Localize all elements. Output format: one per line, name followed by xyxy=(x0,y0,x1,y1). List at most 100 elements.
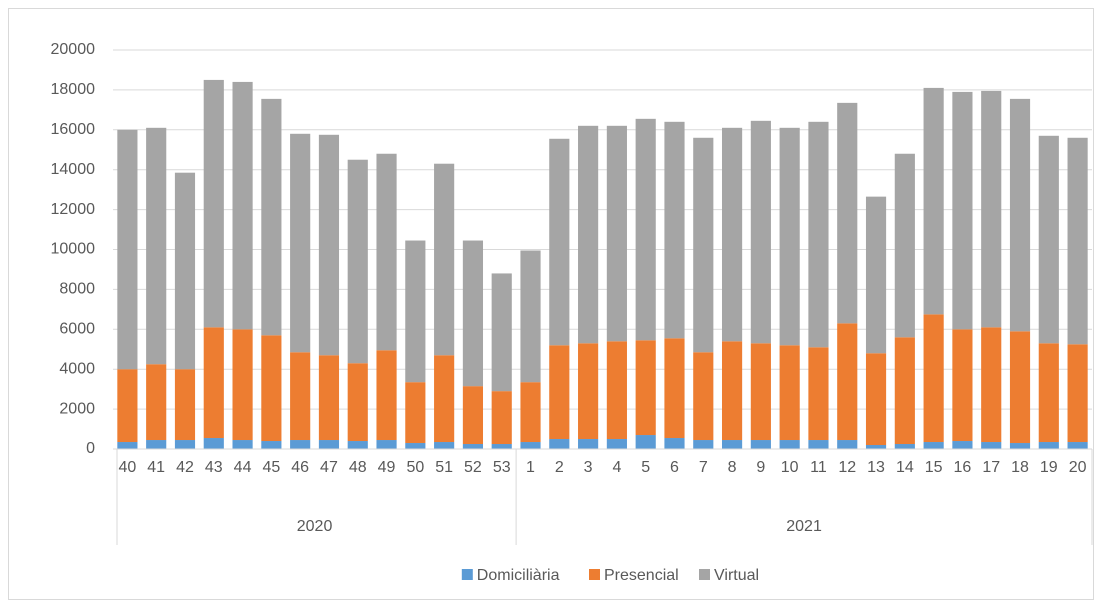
x-tick-label: 17 xyxy=(982,459,1000,476)
legend-label: Virtual xyxy=(714,567,759,584)
x-tick-label: 40 xyxy=(118,459,136,476)
bar-segment xyxy=(721,341,743,441)
bar-segment xyxy=(578,439,599,449)
bar-segment xyxy=(232,329,253,441)
bar-segment xyxy=(952,441,973,449)
x-tick-label: 8 xyxy=(728,459,737,476)
bar-segment xyxy=(952,91,973,330)
x-tick-label: 13 xyxy=(867,459,885,476)
bar-segment xyxy=(549,345,570,440)
bar-segment xyxy=(779,440,800,449)
bar-segment xyxy=(865,353,887,446)
bar-segment xyxy=(405,240,426,383)
bar-segment xyxy=(174,172,196,370)
legend-label: Domiciliària xyxy=(477,567,560,584)
x-tick-label: 44 xyxy=(234,459,252,476)
bar-segment xyxy=(894,337,915,445)
bar-segment xyxy=(232,81,253,330)
x-tick-label: 9 xyxy=(756,459,765,476)
group-label: 2021 xyxy=(786,518,822,535)
bar-segment xyxy=(664,338,685,439)
bar-segment xyxy=(462,386,484,445)
bar-segment xyxy=(1009,98,1031,332)
bar-segment xyxy=(923,442,944,449)
x-tick-label: 4 xyxy=(612,459,621,476)
x-tick-label: 15 xyxy=(925,459,943,476)
bar-segment xyxy=(578,125,599,344)
x-tick-label: 45 xyxy=(262,459,280,476)
bar-segment xyxy=(606,341,627,440)
x-tick-label: 16 xyxy=(954,459,972,476)
bar-segment xyxy=(174,440,196,449)
y-tick-label: 20000 xyxy=(51,41,96,58)
bar-segment xyxy=(491,391,512,445)
bar-segment xyxy=(1067,442,1088,449)
y-tick-label: 6000 xyxy=(59,321,95,338)
bar-segment xyxy=(1009,443,1031,449)
x-tick-label: 51 xyxy=(435,459,453,476)
bar-segment xyxy=(808,440,829,449)
x-tick-label: 3 xyxy=(584,459,593,476)
bar-segment xyxy=(520,442,541,449)
bar-segment xyxy=(347,441,368,449)
x-tick-label: 42 xyxy=(176,459,194,476)
bar-segment xyxy=(232,440,253,449)
bar-segment xyxy=(1067,344,1088,443)
x-tick-label: 11 xyxy=(810,459,827,476)
bar-segment xyxy=(1009,331,1031,444)
bar-segment xyxy=(520,382,541,443)
bar-segment xyxy=(952,329,973,442)
bar-segment xyxy=(750,343,771,441)
x-tick-label: 7 xyxy=(699,459,708,476)
bar-segment xyxy=(779,345,800,441)
bar-segment xyxy=(290,440,311,449)
x-tick-label: 19 xyxy=(1040,459,1058,476)
y-tick-label: 12000 xyxy=(51,201,96,218)
x-tick-label: 20 xyxy=(1069,459,1087,476)
bar-segment xyxy=(117,442,138,449)
x-tick-label: 14 xyxy=(896,459,914,476)
x-tick-label: 41 xyxy=(147,459,165,476)
bar-segment xyxy=(405,443,426,449)
y-tick-label: 4000 xyxy=(59,360,95,377)
bar-segment xyxy=(318,355,340,441)
y-tick-label: 2000 xyxy=(59,400,95,417)
bar-segment xyxy=(923,87,944,315)
bar-segment xyxy=(721,440,743,449)
bar-segment xyxy=(376,440,397,449)
bar-segment xyxy=(981,442,1002,449)
bar-segment xyxy=(174,369,196,441)
bar-segment xyxy=(203,79,224,328)
bar-segment xyxy=(923,314,944,443)
bar-segment xyxy=(434,163,455,356)
bar-segment xyxy=(261,441,282,449)
bar-segment xyxy=(837,440,858,449)
bar-segment xyxy=(520,250,541,383)
bar-segment xyxy=(721,127,743,342)
y-tick-label: 8000 xyxy=(59,281,95,298)
bar-segment xyxy=(635,340,656,436)
x-tick-label: 48 xyxy=(349,459,367,476)
x-tick-label: 2 xyxy=(555,459,564,476)
bar-segment xyxy=(491,444,512,449)
bar-segment xyxy=(750,120,771,344)
bar-segment xyxy=(462,240,484,387)
x-tick-label: 46 xyxy=(291,459,309,476)
bar-segment xyxy=(376,350,397,441)
bar-segment xyxy=(146,440,167,449)
bar-segment xyxy=(635,435,656,449)
bar-segment xyxy=(405,382,426,444)
group-label: 2020 xyxy=(297,518,333,535)
y-tick-label: 18000 xyxy=(51,81,96,98)
bar-segment xyxy=(635,118,656,341)
x-tick-label: 47 xyxy=(320,459,338,476)
bar-segment xyxy=(981,327,1002,443)
y-tick-label: 14000 xyxy=(51,161,96,178)
bar-segment xyxy=(318,134,340,356)
bar-segment xyxy=(837,323,858,441)
bar-segment xyxy=(693,137,714,353)
bar-segment xyxy=(146,364,167,441)
x-tick-label: 6 xyxy=(670,459,679,476)
bar-segment xyxy=(1038,135,1059,344)
bar-segment xyxy=(318,440,340,449)
